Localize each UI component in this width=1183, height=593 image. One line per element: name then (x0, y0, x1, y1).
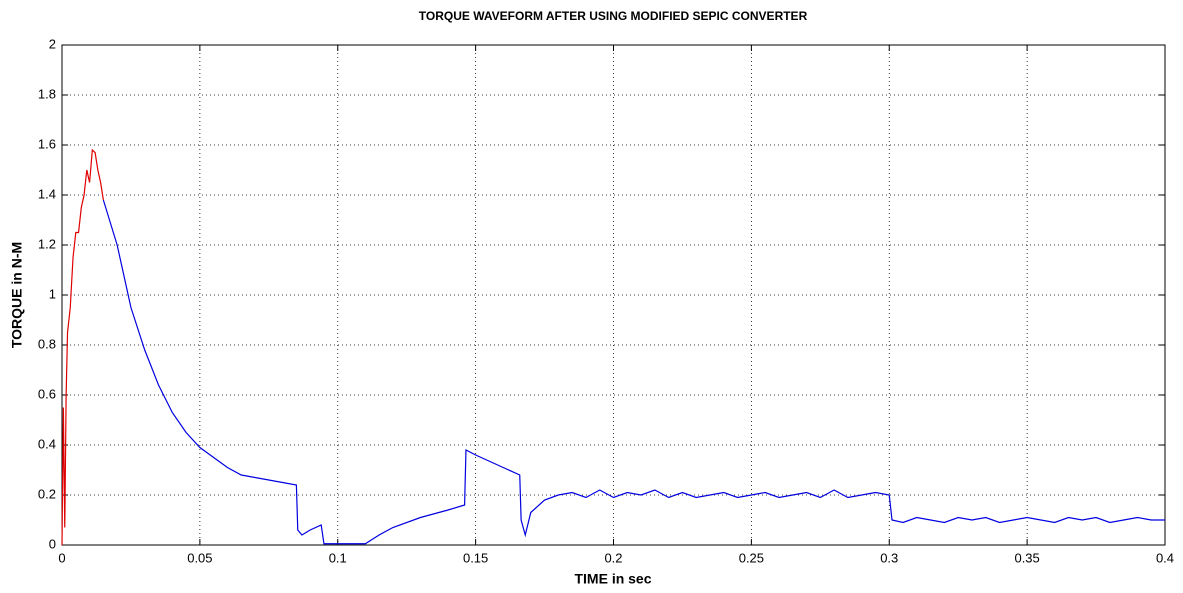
x-axis-label: TIME in sec (574, 571, 651, 587)
y-axis-label: TORQUE in N-M (9, 242, 25, 348)
x-tick-label: 0.05 (187, 550, 212, 565)
chart-title: TORQUE WAVEFORM AFTER USING MODIFIED SEP… (419, 9, 808, 23)
y-tick-label: 1.4 (38, 186, 56, 201)
x-tick-label: 0.2 (604, 550, 622, 565)
y-tick-label: 0.2 (38, 486, 56, 501)
plot-frame (61, 44, 1166, 546)
y-tick-label: 2 (49, 36, 56, 51)
y-tick-label: 0.8 (38, 336, 56, 351)
line-series (61, 148, 104, 546)
x-tick-label: 0.4 (1156, 550, 1174, 565)
x-tick-label: 0.25 (739, 550, 764, 565)
x-tick-label: 0 (58, 550, 65, 565)
x-tick-label: 0.3 (880, 550, 898, 565)
x-tick-label: 0.35 (1014, 550, 1039, 565)
x-tick-label: 0.1 (329, 550, 347, 565)
y-tick-label: 1.2 (38, 236, 56, 251)
y-tick-label: 0.6 (38, 386, 56, 401)
y-tick-label: 1.6 (38, 136, 56, 151)
x-tick-label: 0.15 (463, 550, 488, 565)
y-tick-label: 0.4 (38, 436, 56, 451)
line-series (102, 199, 1165, 545)
y-tick-label: 0 (49, 536, 56, 551)
y-tick-label: 1.8 (38, 86, 56, 101)
y-tick-label: 1 (49, 286, 56, 301)
